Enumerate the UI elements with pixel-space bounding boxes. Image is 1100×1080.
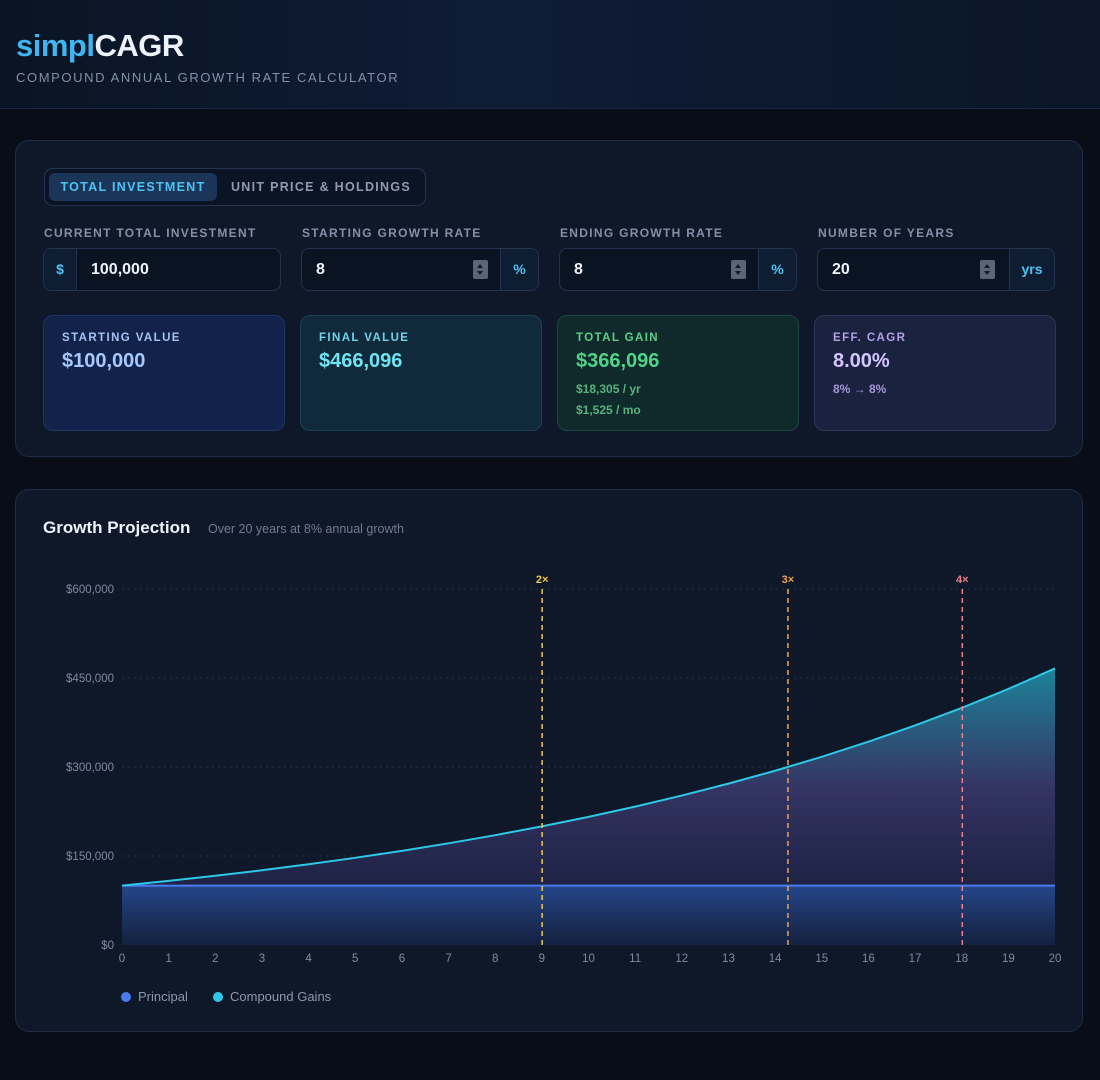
tab-unit-price-holdings[interactable]: UNIT PRICE & HOLDINGS — [230, 180, 412, 194]
principal-swatch — [121, 992, 131, 1002]
x-tick-label: 11 — [629, 953, 641, 965]
gain-per-year: $18,305 / yr — [576, 382, 641, 396]
percent-suffix: % — [500, 249, 538, 290]
x-tick-label: 0 — [119, 953, 125, 965]
compound-gains-line — [121, 667, 1056, 887]
years-value[interactable]: 20 — [832, 261, 850, 278]
x-tick-label: 6 — [399, 953, 405, 965]
dollar-prefix: $ — [44, 249, 77, 290]
chart-subtitle: Over 20 years at 8% annual growth — [208, 522, 404, 536]
effective-cagr-card: EFF. CAGR 8.00% 8% → 8% — [814, 315, 1056, 431]
legend-label: Compound Gains — [230, 989, 332, 1004]
x-tick-label: 7 — [445, 953, 451, 965]
percent-suffix: % — [758, 249, 796, 290]
marker-label: 2× — [536, 574, 549, 586]
x-tick-label: 14 — [769, 953, 782, 965]
app-tagline: COMPOUND ANNUAL GROWTH RATE CALCULATOR — [16, 70, 400, 85]
tab-total-investment[interactable]: TOTAL INVESTMENT — [49, 173, 217, 201]
total-gain-card: TOTAL GAIN $366,096 $18,305 / yr $1,525 … — [557, 315, 799, 431]
gain-breakdown: $18,305 / yr $1,525 / mo — [576, 379, 780, 421]
total-gain-value: $366,096 — [576, 350, 660, 372]
x-tick-label: 5 — [352, 953, 358, 965]
x-tick-label: 15 — [815, 953, 828, 965]
x-tick-label: 1 — [165, 953, 171, 965]
x-tick-label: 9 — [539, 953, 545, 965]
logo-part-simpl: simpl — [16, 28, 95, 63]
x-tick-label: 19 — [1002, 953, 1015, 965]
x-tick-label: 8 — [492, 953, 498, 965]
rate-range: 8% → 8% — [833, 382, 887, 396]
app-header: simplCAGR COMPOUND ANNUAL GROWTH RATE CA… — [0, 0, 1100, 109]
card-title: EFF. CAGR — [833, 332, 907, 344]
effective-cagr-value: 8.00% — [833, 350, 890, 372]
ending-rate-input[interactable]: 8 % — [559, 248, 797, 291]
x-tick-label: 12 — [675, 953, 688, 965]
starting-value: $100,000 — [62, 350, 146, 372]
legend-principal[interactable]: Principal — [121, 989, 188, 1004]
years-input[interactable]: 20 yrs — [817, 248, 1055, 291]
starting-rate-value[interactable]: 8 — [316, 261, 325, 278]
starting-value-card: STARTING VALUE $100,000 — [43, 315, 285, 431]
marker-label: 4× — [956, 574, 969, 586]
mode-tabs: TOTAL INVESTMENT UNIT PRICE & HOLDINGS — [44, 168, 426, 206]
x-tick-label: 2 — [212, 953, 218, 965]
investment-value[interactable]: 100,000 — [91, 261, 149, 278]
x-tick-label: 10 — [582, 953, 595, 965]
years-stepper[interactable] — [980, 260, 995, 279]
logo-part-cagr: CAGR — [94, 28, 184, 63]
investment-label: CURRENT TOTAL INVESTMENT — [44, 226, 257, 240]
compound-gains-area — [122, 668, 1055, 886]
y-tick-label: $150,000 — [66, 851, 114, 863]
y-tick-label: $0 — [101, 940, 114, 952]
legend-compound-gains[interactable]: Compound Gains — [213, 989, 331, 1004]
growth-chart-panel: Growth Projection Over 20 years at 8% an… — [15, 489, 1083, 1032]
x-tick-label: 16 — [862, 953, 875, 965]
app-logo[interactable]: simplCAGR — [16, 28, 1084, 64]
x-tick-label: 18 — [955, 953, 968, 965]
x-tick-label: 17 — [909, 953, 922, 965]
card-title: FINAL VALUE — [319, 332, 410, 344]
final-value: $466,096 — [319, 350, 403, 372]
legend-label: Principal — [138, 989, 188, 1004]
chart-title: Growth Projection — [43, 518, 191, 537]
x-tick-label: 4 — [305, 953, 312, 965]
x-tick-label: 3 — [259, 953, 265, 965]
calculator-panel: TOTAL INVESTMENT UNIT PRICE & HOLDINGS C… — [15, 140, 1083, 457]
starting-rate-label: STARTING GROWTH RATE — [302, 226, 482, 240]
card-title: TOTAL GAIN — [576, 332, 659, 344]
years-suffix: yrs — [1009, 249, 1054, 290]
x-tick-label: 20 — [1049, 953, 1062, 965]
marker-label: 3× — [782, 574, 795, 586]
principal-area — [122, 885, 1055, 945]
years-label: NUMBER OF YEARS — [818, 226, 955, 240]
ending-rate-stepper[interactable] — [731, 260, 746, 279]
ending-rate-label: ENDING GROWTH RATE — [560, 226, 724, 240]
gain-per-month: $1,525 / mo — [576, 403, 641, 417]
y-tick-label: $450,000 — [66, 673, 114, 685]
compound-gains-swatch — [213, 992, 223, 1002]
y-tick-label: $600,000 — [66, 584, 114, 596]
final-value-card: FINAL VALUE $466,096 — [300, 315, 542, 431]
y-tick-label: $300,000 — [66, 762, 114, 774]
card-title: STARTING VALUE — [62, 332, 181, 344]
ending-rate-value[interactable]: 8 — [574, 261, 583, 278]
starting-rate-stepper[interactable] — [473, 260, 488, 279]
starting-rate-input[interactable]: 8 % — [301, 248, 539, 291]
investment-input[interactable]: $ 100,000 — [43, 248, 281, 291]
x-tick-label: 13 — [722, 953, 735, 965]
